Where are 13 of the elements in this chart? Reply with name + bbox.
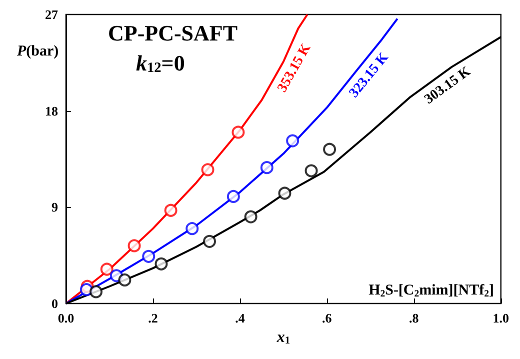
- text: k12=0: [136, 50, 185, 76]
- x-tick-label: 0.0: [58, 310, 74, 326]
- y-tick-label: 27: [45, 7, 58, 22]
- x-tick-label: .2: [148, 310, 158, 326]
- y-axis-title: P(bar): [17, 44, 59, 60]
- y-tick-label: 9: [52, 200, 58, 215]
- y-tick-label: 18: [45, 103, 58, 118]
- chart-title: CP-PC-SAFT: [108, 20, 238, 46]
- y-tick-label: 0: [52, 296, 58, 311]
- x-tick-label: .6: [322, 310, 332, 326]
- x-tick-label: 1.0: [492, 310, 509, 326]
- x-tick-label: .8: [409, 310, 420, 326]
- x-tick-label: .4: [235, 310, 246, 326]
